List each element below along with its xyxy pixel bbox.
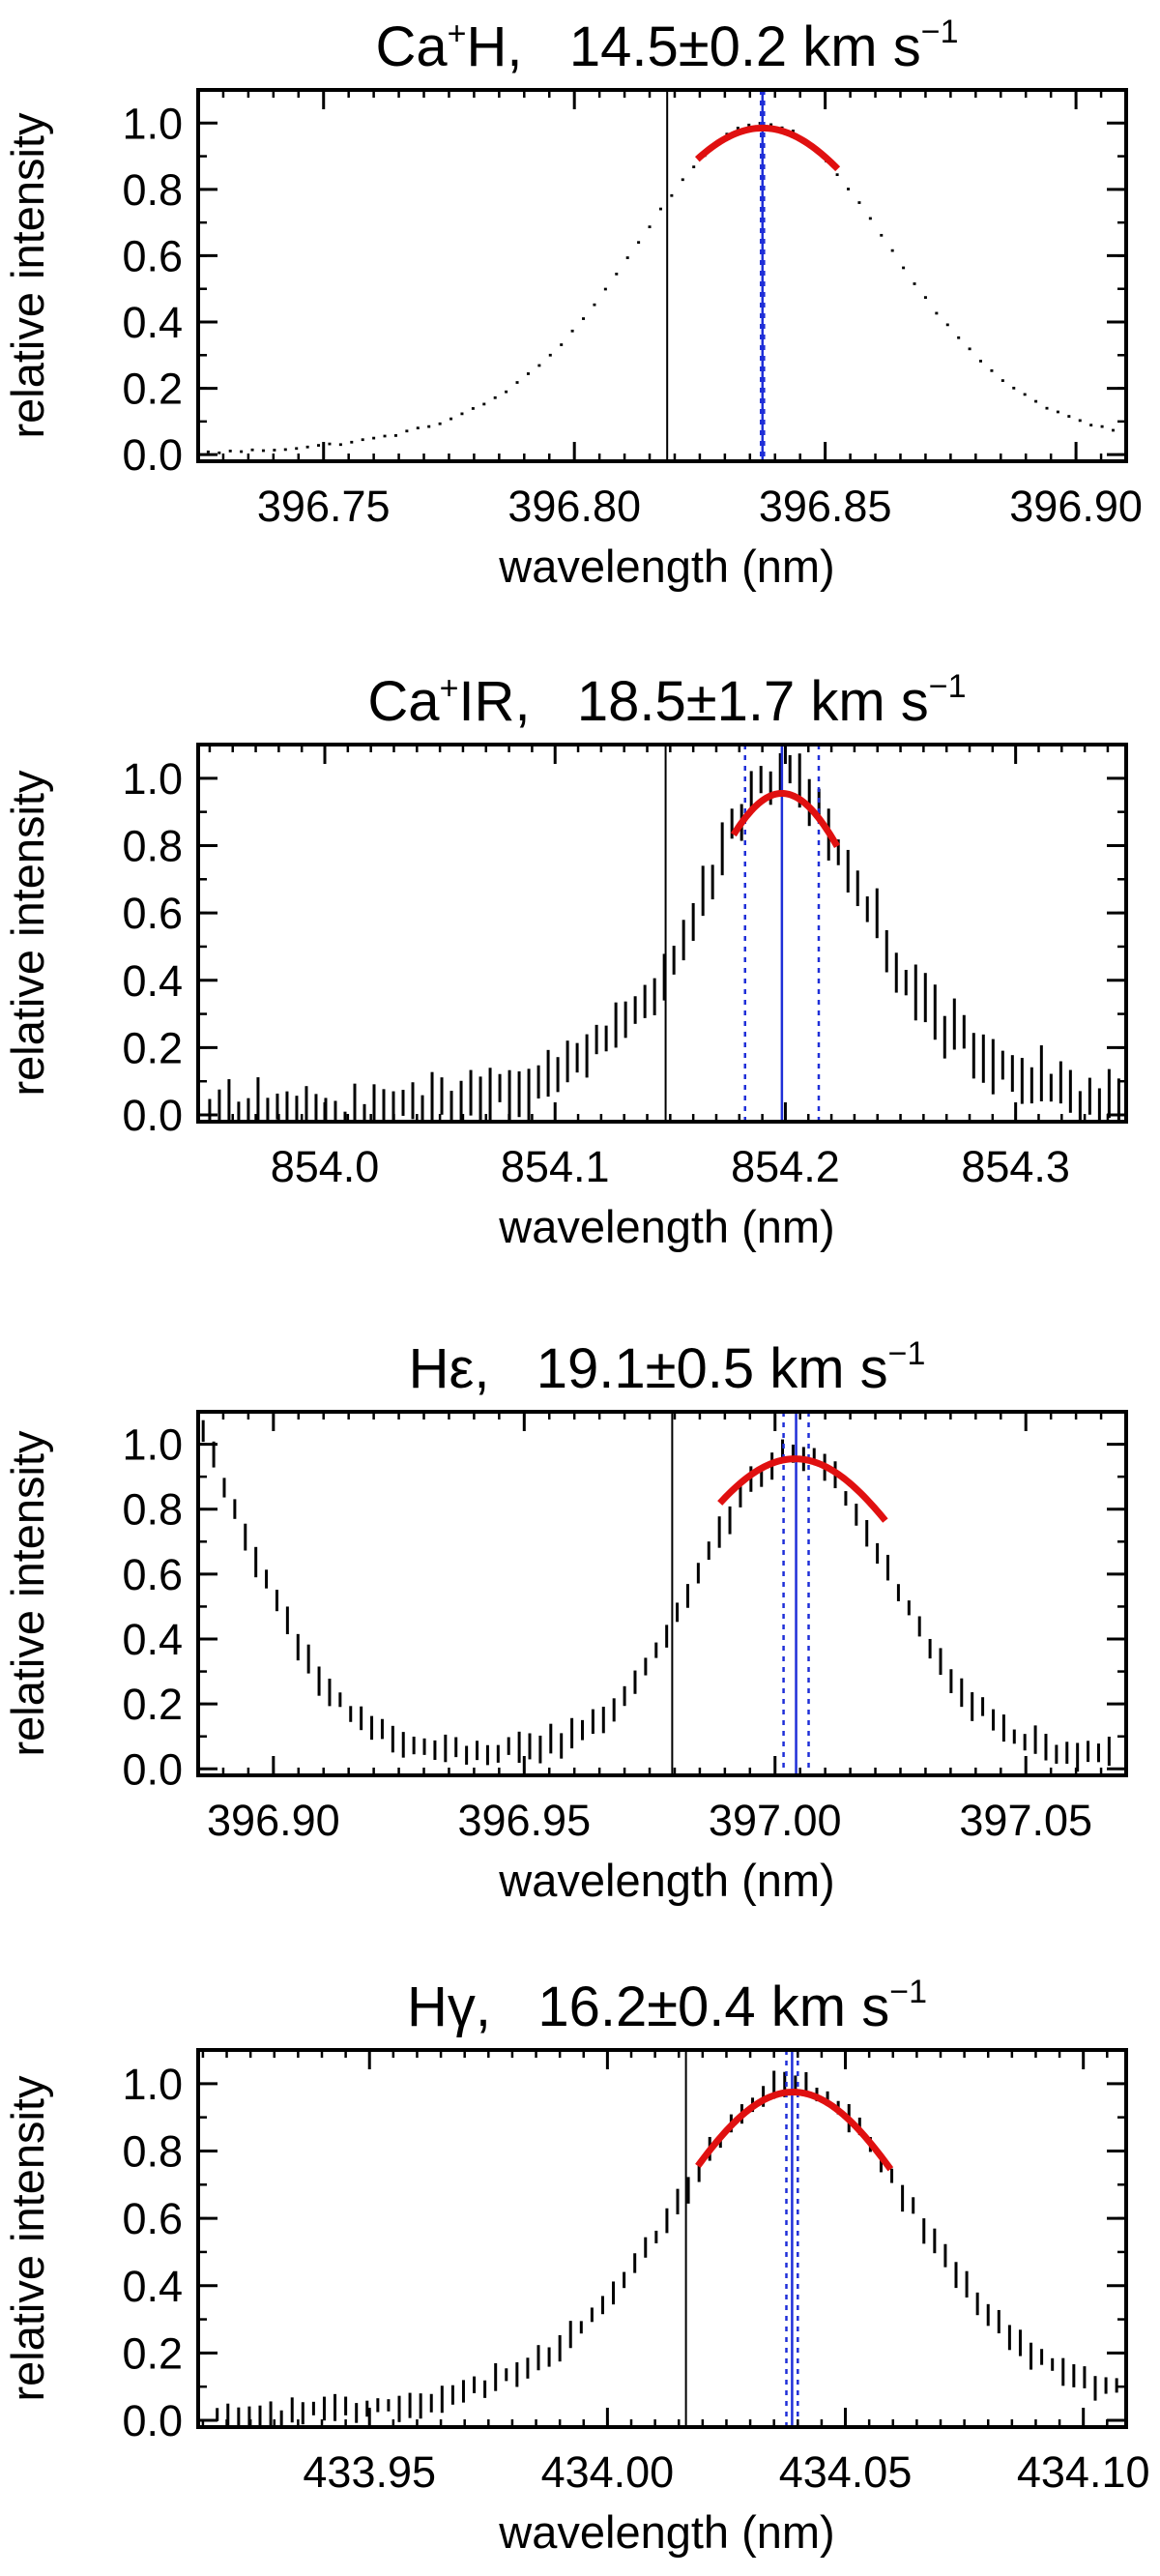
y-tick-label: 1.0: [122, 2060, 183, 2109]
y-tick-label: 1.0: [122, 754, 183, 804]
y-tick-label: 0.8: [122, 821, 183, 870]
y-tick-label: 0.6: [122, 889, 183, 938]
y-tick-label: 0.2: [122, 1680, 183, 1729]
chart-panel-3: 396.90 396.95 397.00 397.05 0.0 0.2 0.4 0.6 0.8 1…: [2, 1335, 1128, 1906]
panel-title: Hγ, 16.2±0.4 km s−1: [407, 1974, 927, 2038]
y-tick-label: 1.0: [122, 99, 183, 148]
gaussian-fit-curve: [717, 1455, 888, 1523]
y-tick-label: 0.4: [122, 2262, 183, 2311]
x-tick-label: 397.05: [959, 1796, 1092, 1845]
x-tick-label: 396.80: [508, 482, 641, 531]
y-tick-label: 0.4: [122, 956, 183, 1006]
y-tick-label: 0.4: [122, 1615, 183, 1664]
x-axis-label: wavelength (nm): [498, 1855, 834, 1906]
y-tick-label: 0.8: [122, 165, 183, 215]
x-tick-label: 854.0: [271, 1142, 380, 1191]
x-axis-label: wavelength (nm): [498, 2506, 834, 2558]
y-tick-label: 0.8: [122, 1485, 183, 1535]
y-axis-label: relative intensity: [2, 112, 53, 438]
y-tick-label: 0.2: [122, 365, 183, 414]
x-tick-label: 396.85: [759, 482, 892, 531]
data-series: [216, 2070, 1118, 2427]
x-tick-label: 396.90: [1009, 482, 1143, 531]
y-tick-label: 0.0: [122, 2396, 183, 2445]
plot-area: [216, 2050, 1118, 2427]
x-tick-label: 396.90: [207, 1796, 340, 1845]
plot-frame: [196, 743, 1128, 1124]
y-tick-label: 0.6: [122, 1550, 183, 1599]
plot-frame: [196, 2048, 1128, 2429]
x-tick-label: 396.75: [257, 482, 391, 531]
chart-panel-1: 396.75 396.80 396.85 396.90 0.0 0.2 0.4 0.6 0.8 1…: [2, 14, 1143, 592]
x-axis-label: wavelength (nm): [498, 541, 834, 592]
y-tick-label: 0.6: [122, 2194, 183, 2243]
x-tick-label: 397.00: [709, 1796, 842, 1845]
gaussian-fit-curve: [695, 2089, 894, 2172]
x-tick-label: 434.00: [541, 2447, 675, 2497]
panel-title: Ca+IR, 18.5±1.7 km s−1: [367, 668, 966, 733]
chart-panel-4: 433.95 434.00 434.05 434.10 0.0 0.2 0.4 0.6 0.8 1…: [2, 1974, 1150, 2558]
x-tick-label: 396.95: [457, 1796, 591, 1845]
x-tick-label: 854.2: [731, 1142, 840, 1191]
y-tick-label: 0.0: [122, 430, 183, 480]
y-axis-label: relative intensity: [2, 770, 53, 1096]
x-tick-label: 854.3: [961, 1142, 1070, 1191]
gaussian-fit-curve: [694, 124, 841, 172]
y-tick-label: 0.2: [122, 2328, 183, 2378]
y-tick-label: 0.0: [122, 1091, 183, 1140]
y-tick-label: 0.8: [122, 2126, 183, 2176]
plot-frame: [196, 88, 1128, 463]
x-axis-label: wavelength (nm): [498, 1201, 834, 1252]
data-series: [208, 752, 1120, 1122]
chart-panel-2: 854.0 854.1 854.2 854.3 0.0 0.2 0.4 0.6 0.8 1.0 wa…: [2, 668, 1128, 1252]
plot-area: [208, 745, 1120, 1122]
panel-title: Ca+H, 14.5±0.2 km s−1: [375, 14, 958, 78]
gaussian-fit-curve: [730, 789, 841, 849]
x-tick-label: 434.10: [1017, 2447, 1150, 2497]
plot-area: [201, 1412, 1111, 1775]
x-tick-label: 434.05: [779, 2447, 913, 2497]
plot-frame: [196, 1410, 1128, 1777]
y-tick-label: 1.0: [122, 1420, 183, 1470]
panel-title: Hε, 19.1±0.5 km s−1: [409, 1335, 926, 1400]
y-axis-label: relative intensity: [2, 2075, 53, 2401]
y-tick-label: 0.0: [122, 1744, 183, 1794]
x-tick-label: 433.95: [303, 2447, 436, 2497]
y-tick-label: 0.2: [122, 1023, 183, 1072]
data-series: [201, 1420, 1111, 1772]
x-tick-label: 854.1: [501, 1142, 610, 1191]
y-tick-label: 0.6: [122, 231, 183, 280]
y-axis-label: relative intensity: [2, 1430, 53, 1756]
data-series: [206, 122, 1116, 454]
y-tick-label: 0.4: [122, 298, 183, 347]
plot-area: [206, 90, 1116, 461]
